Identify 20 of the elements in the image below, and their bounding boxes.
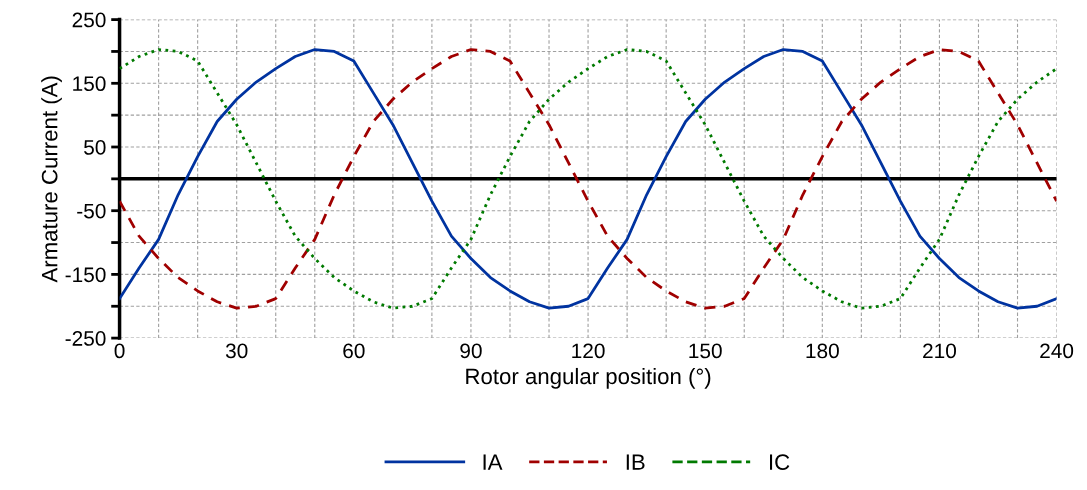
x-axis-title: Rotor angular position (°) [466, 367, 711, 389]
y-tick-label: -50 [77, 203, 106, 219]
y-tick-label: 250 [72, 12, 106, 28]
x-tick-label: 60 [343, 343, 365, 359]
x-tick-label: 180 [806, 343, 839, 359]
legend-label: IB [626, 454, 645, 470]
y-axis-title: Armature Current (A) [41, 76, 62, 283]
y-tick-label: -150 [65, 267, 106, 283]
x-tick-label: 150 [689, 343, 722, 359]
legend-label: IA [483, 454, 503, 470]
x-tick-label: 0 [114, 343, 125, 359]
x-tick-label: 210 [923, 343, 957, 359]
x-tick-label: 30 [225, 343, 248, 359]
x-tick-label: 90 [460, 343, 482, 359]
y-tick-label: 150 [73, 76, 106, 92]
legend-label: IC [770, 454, 790, 470]
x-tick-label: 120 [572, 343, 605, 359]
x-tick-label: 240 [1040, 343, 1074, 359]
y-tick-label: -250 [65, 331, 106, 346]
y-tick-label: 50 [84, 140, 106, 155]
